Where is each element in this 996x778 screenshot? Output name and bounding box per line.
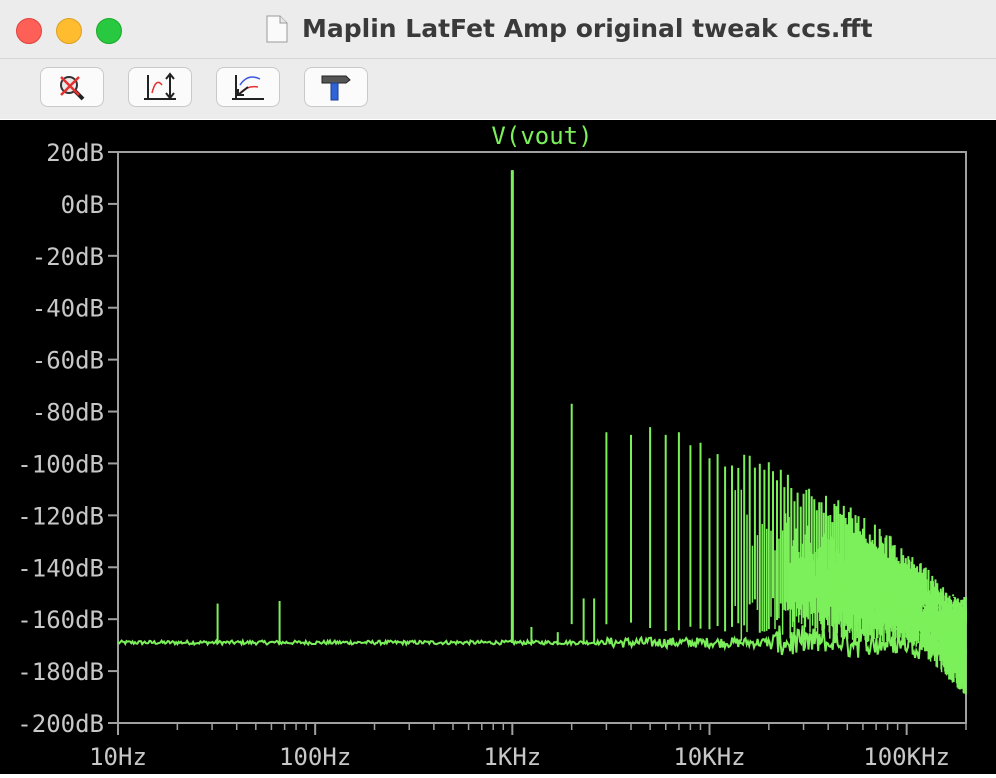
window-titlebar: Maplin LatFet Amp original tweak ccs.fft <box>0 0 996 59</box>
y-tick-label: -20dB <box>32 243 104 271</box>
y-tick-label: -200dB <box>17 710 104 738</box>
y-tick-label: 20dB <box>46 139 104 167</box>
autorange-y-button[interactable] <box>128 67 192 107</box>
y-tick-label: -40dB <box>32 295 104 323</box>
fft-chart[interactable]: V(vout) 20dB 0dB -20dB -40dB -60dB -80dB -100dB… <box>0 120 996 774</box>
window-title: Maplin LatFet Amp original tweak ccs.fft <box>302 14 873 43</box>
plot-frame <box>117 151 967 724</box>
zoom-cancel-button[interactable] <box>40 67 104 107</box>
autorange-x-icon <box>232 75 264 100</box>
hammer-button[interactable] <box>304 67 368 107</box>
y-tick-label: -180dB <box>17 658 104 686</box>
toolbar <box>0 59 996 119</box>
close-window-button[interactable] <box>16 18 42 44</box>
y-tick-label: 0dB <box>61 191 104 219</box>
x-tick-label: 100Hz <box>279 743 351 771</box>
hammer-icon <box>321 75 351 101</box>
zoom-window-button[interactable] <box>96 18 122 44</box>
y-tick-label: -160dB <box>17 606 104 634</box>
y-tick-label: -120dB <box>17 502 104 530</box>
y-tick-label: -80dB <box>32 399 104 427</box>
y-tick-label: -100dB <box>17 450 104 478</box>
y-tick-label: -140dB <box>17 554 104 582</box>
autorange-x-button[interactable] <box>216 67 280 107</box>
zoom-cancel-icon <box>60 76 85 101</box>
y-tick-label: -60dB <box>32 347 104 375</box>
document-icon <box>266 15 288 43</box>
autorange-y-icon <box>144 72 176 100</box>
trace-line <box>117 625 967 660</box>
minimize-window-button[interactable] <box>56 18 82 44</box>
x-tick-label: 1KHz <box>483 743 541 771</box>
x-tick-label: 10Hz <box>89 743 147 771</box>
chart-title: V(vout) <box>491 122 592 150</box>
x-tick-label: 100KHz <box>863 743 950 771</box>
x-tick-label: 10KHz <box>673 743 745 771</box>
plot-pane[interactable]: V(vout) 20dB 0dB -20dB -40dB -60dB -80dB -100dB… <box>0 120 996 774</box>
